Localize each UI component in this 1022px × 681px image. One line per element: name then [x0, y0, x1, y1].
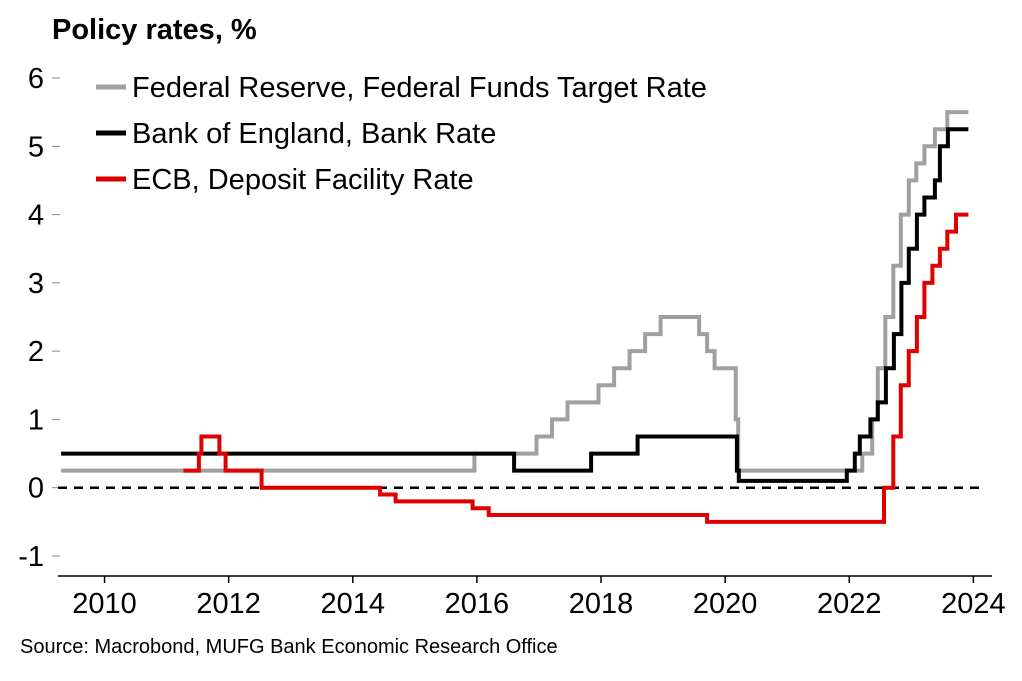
- legend-label-2: ECB, Deposit Facility Rate: [132, 164, 474, 196]
- y-tick-label: 6: [28, 63, 44, 95]
- y-tick-label: 3: [28, 268, 44, 300]
- series-line-2: [183, 212, 969, 524]
- legend-label-1: Bank of England, Bank Rate: [132, 118, 496, 150]
- y-tick-label: 2: [28, 336, 44, 368]
- x-tick-label: 2024: [941, 588, 1006, 620]
- y-tick-label: -1: [18, 541, 44, 573]
- x-tick-label: 2016: [445, 588, 510, 620]
- y-tick-label: 5: [28, 131, 44, 163]
- series-line-0: [61, 110, 969, 473]
- x-tick-label: 2012: [196, 588, 261, 620]
- source-note: Source: Macrobond, MUFG Bank Economic Re…: [20, 636, 558, 658]
- legend: Federal Reserve, Federal Funds Target Ra…: [96, 72, 707, 196]
- series-line-1: [61, 127, 969, 483]
- x-tick-label: 2020: [693, 588, 758, 620]
- axes: 2010 2012 2014 2016 2018 2020 2022 2024 -1 0 1 2 3 4 5…: [18, 63, 1005, 620]
- x-tick-label: 2010: [72, 588, 137, 620]
- series-lines: [61, 110, 969, 524]
- y-tick-label: 1: [28, 404, 44, 436]
- y-tick-label: 4: [28, 200, 44, 232]
- x-tick-label: 2022: [817, 588, 882, 620]
- legend-label-0: Federal Reserve, Federal Funds Target Ra…: [132, 72, 707, 104]
- chart-title: Policy rates, %: [52, 14, 257, 46]
- x-tick-label: 2014: [321, 588, 386, 620]
- y-tick-label: 0: [28, 473, 44, 505]
- x-tick-label: 2018: [569, 588, 634, 620]
